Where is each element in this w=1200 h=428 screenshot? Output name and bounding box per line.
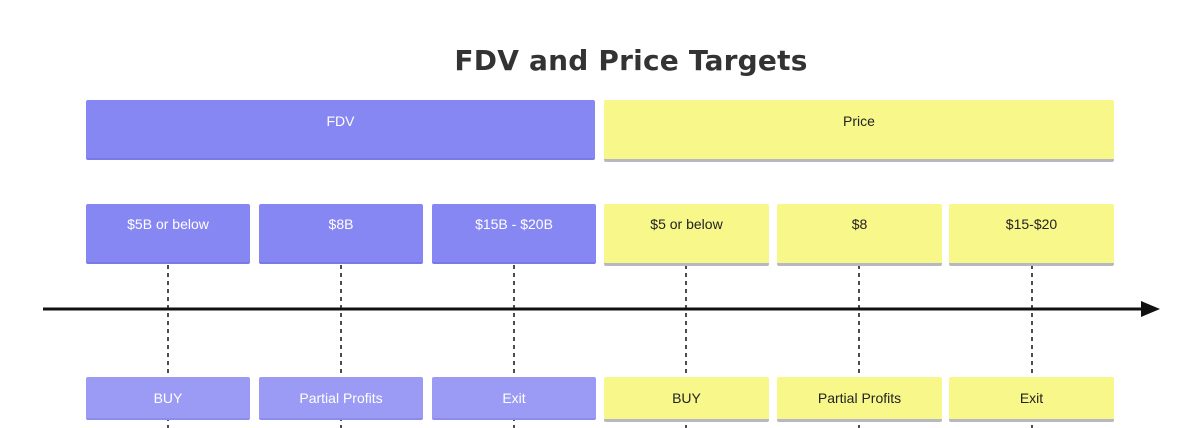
fdv-action-label: BUY: [153, 390, 183, 406]
price-target-label: $15-$20: [1005, 216, 1058, 232]
fdv-target-label: $5B or below: [127, 216, 209, 232]
fdv-header: FDV: [86, 100, 595, 160]
fdv-target-box: $5B or below: [86, 204, 250, 264]
price-action-label: BUY: [672, 390, 701, 406]
fdv-action-box: Exit: [432, 377, 596, 420]
price-action-box: BUY: [604, 377, 769, 422]
fdv-target-label: $15B - $20B: [475, 216, 553, 232]
fdv-action-box: Partial Profits: [259, 377, 423, 420]
price-action-label: Partial Profits: [817, 390, 902, 406]
timeline-arrow-head: [1141, 301, 1160, 317]
fdv-target-box: $15B - $20B: [432, 204, 596, 264]
price-action-box: Exit: [949, 377, 1114, 422]
price-target-label: $8: [851, 216, 868, 232]
fdv-action-label: Partial Profits: [299, 390, 383, 406]
price-action-label: Exit: [1019, 390, 1044, 406]
price-target-label: $5 or below: [650, 216, 723, 232]
price-target-box: $8: [777, 204, 942, 266]
fdv-action-label: Exit: [502, 390, 526, 406]
diagram-title: FDV and Price Targets: [454, 44, 808, 77]
fdv-target-label: $8B: [328, 216, 354, 232]
fdv-header-label: FDV: [326, 113, 355, 129]
price-header: Price: [604, 100, 1114, 162]
price-action-box: Partial Profits: [777, 377, 942, 422]
fdv-target-box: $8B: [259, 204, 423, 264]
price-target-box: $15-$20: [949, 204, 1114, 266]
price-target-box: $5 or below: [604, 204, 769, 266]
fdv-action-box: BUY: [86, 377, 250, 420]
price-header-label: Price: [843, 113, 875, 129]
